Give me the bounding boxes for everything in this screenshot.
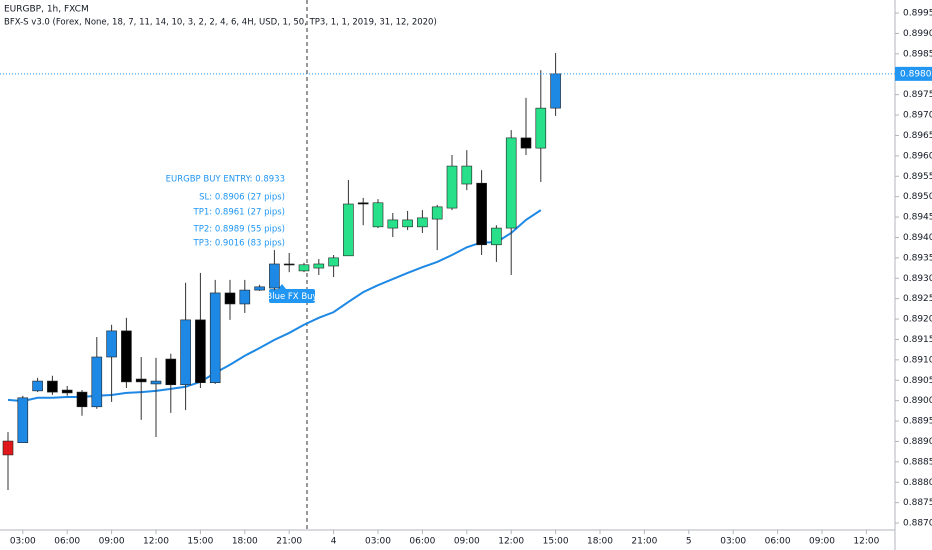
candle-body	[417, 217, 428, 228]
last-price-label: 0.89801	[900, 69, 932, 79]
candle-body	[76, 391, 88, 408]
x-tick-label: 03:00	[10, 537, 36, 547]
candle-body	[269, 263, 280, 289]
x-tick-label: 06:00	[765, 537, 791, 547]
x-tick-label: 09:00	[809, 537, 835, 547]
candle-body	[357, 202, 369, 205]
signal-pointer	[278, 284, 286, 289]
candle-body	[491, 227, 502, 246]
x-tick-label: 21:00	[276, 537, 302, 547]
candle-body	[446, 165, 458, 209]
candle-body	[535, 107, 547, 149]
candle-body	[402, 219, 413, 228]
candle-body	[135, 378, 147, 383]
signal-label: Blue FX Buy	[266, 292, 317, 302]
candle-body	[17, 397, 29, 443]
candle-body	[283, 263, 295, 266]
candle-body	[476, 182, 487, 246]
annotation: TP1: 0.8961 (27 pips)	[193, 208, 285, 218]
candle-body	[461, 165, 473, 185]
signal-box	[269, 289, 315, 303]
candle-body	[313, 263, 325, 269]
x-tick-label: 4	[331, 537, 337, 547]
candle-body	[343, 203, 354, 257]
candle-body	[550, 73, 561, 109]
x-tick-label: 18:00	[587, 537, 613, 547]
candle-body	[32, 380, 43, 392]
x-tick-label: 09:00	[454, 537, 480, 547]
x-tick-label: 03:00	[365, 537, 391, 547]
annotation: TP2: 0.8989 (55 pips)	[193, 225, 285, 235]
x-tick-label: 12:00	[143, 537, 169, 547]
candle-body	[121, 330, 132, 383]
candle-body	[165, 358, 177, 386]
candle-body	[387, 219, 399, 229]
x-tick-label: 06:00	[54, 537, 80, 547]
x-tick-label: 15:00	[543, 537, 569, 547]
candle-body	[2, 440, 14, 456]
chart-title: EURGBP, 1h, FXCM	[4, 5, 89, 15]
annotation: EURGBP BUY ENTRY: 0.8933	[166, 175, 285, 185]
last-price-box	[895, 66, 932, 81]
candle-body	[328, 257, 339, 267]
candle-body	[372, 202, 384, 228]
annotation: SL: 0.8906 (27 pips)	[199, 193, 285, 203]
x-tick-label: 15:00	[187, 537, 213, 547]
x-tick-label: 18:00	[232, 537, 258, 547]
x-tick-label: 03:00	[720, 537, 746, 547]
candle-body	[254, 286, 265, 291]
x-tick-label: 12:00	[498, 537, 524, 547]
candle-body	[47, 380, 58, 393]
annotation: TP3: 0.9016 (83 pips)	[193, 239, 285, 249]
candle-body	[195, 319, 206, 384]
candle-body	[209, 292, 221, 384]
x-tick-label: 09:00	[99, 537, 125, 547]
candle-body	[520, 137, 532, 149]
candle-body	[239, 289, 251, 305]
candle-body	[91, 356, 103, 408]
candle-body	[431, 206, 443, 220]
x-tick-label: 06:00	[409, 537, 435, 547]
indicator-label: BFX-S v3.0 (Forex, None, 18, 7, 11, 14, …	[4, 18, 437, 28]
candle-body	[298, 264, 310, 272]
x-tick-label: 21:00	[631, 537, 657, 547]
candle-body	[106, 330, 117, 358]
candle-body	[61, 389, 73, 394]
candle-body	[180, 319, 191, 386]
candle-body	[505, 137, 517, 229]
candle-body	[150, 380, 162, 385]
x-tick-label: 5	[686, 537, 692, 547]
candle-body	[224, 292, 236, 305]
x-tick-label: 12:00	[853, 537, 879, 547]
